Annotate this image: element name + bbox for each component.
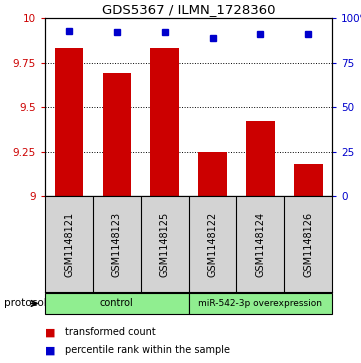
- Bar: [55, 48, 83, 196]
- Title: GDS5367 / ILMN_1728360: GDS5367 / ILMN_1728360: [102, 3, 275, 16]
- Bar: [103, 73, 131, 196]
- Text: control: control: [100, 298, 134, 309]
- Text: GSM1148123: GSM1148123: [112, 212, 122, 277]
- Text: GSM1148126: GSM1148126: [303, 212, 313, 277]
- Bar: [246, 121, 275, 196]
- Text: GSM1148121: GSM1148121: [64, 212, 74, 277]
- Bar: [45, 293, 188, 314]
- Text: ■: ■: [45, 345, 56, 355]
- Text: miR-542-3p overexpression: miR-542-3p overexpression: [199, 299, 322, 308]
- Bar: [198, 152, 227, 196]
- Text: GSM1148122: GSM1148122: [208, 212, 218, 277]
- Bar: [150, 48, 179, 196]
- Text: percentile rank within the sample: percentile rank within the sample: [65, 345, 230, 355]
- Bar: [188, 293, 332, 314]
- Text: ■: ■: [45, 327, 56, 337]
- Text: GSM1148124: GSM1148124: [255, 212, 265, 277]
- Bar: [294, 164, 323, 196]
- Text: GSM1148125: GSM1148125: [160, 212, 170, 277]
- Text: transformed count: transformed count: [65, 327, 156, 337]
- Text: protocol: protocol: [4, 298, 46, 309]
